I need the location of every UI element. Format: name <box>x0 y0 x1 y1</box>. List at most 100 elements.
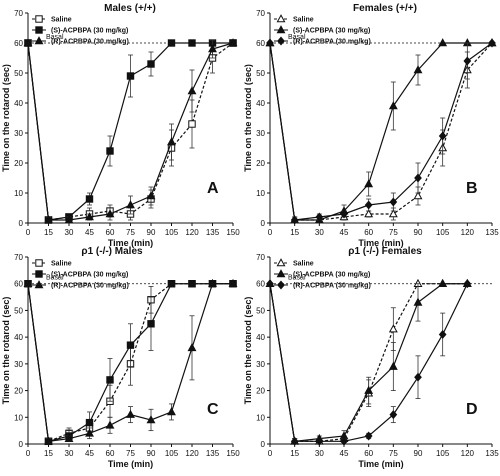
x-tick-label: 30 <box>315 228 324 237</box>
data-point <box>187 342 197 352</box>
x-tick-label: 120 <box>185 228 199 237</box>
data-point <box>23 278 33 288</box>
data-point <box>147 320 155 328</box>
data-point <box>290 436 299 446</box>
legend-marker <box>277 280 285 290</box>
legend-label: (S)-ACPBPA (30 mg/kg) <box>293 272 370 279</box>
data-point <box>438 131 447 141</box>
series-3 <box>266 38 496 225</box>
data-point <box>364 385 374 394</box>
legend-label: Saline <box>293 261 314 268</box>
x-tick-label: 60 <box>106 449 115 458</box>
chart-panel-b: Females (+/+) 0 10 20 30 40 50 60 70 0 15 30 45 60 75 9… <box>243 3 499 248</box>
x-tick-label: 45 <box>340 228 349 237</box>
data-point <box>290 215 299 225</box>
legend-label: (S)-ACPBPA (30 mg/kg) <box>293 28 370 35</box>
y-tick-label: 20 <box>14 159 23 168</box>
series-2 <box>265 278 472 445</box>
y-tick-label: 40 <box>256 99 265 108</box>
legend-marker <box>35 26 43 34</box>
y-tick-label: 60 <box>256 39 265 48</box>
series-line <box>269 283 468 442</box>
x-axis-label: Time (min) <box>358 459 403 469</box>
data-point <box>188 39 196 47</box>
x-tick-label: 75 <box>389 449 398 458</box>
y-tick-label: 70 <box>256 9 265 18</box>
legend-label: (R)-ACPBPA (30 mg/kg) <box>293 283 371 290</box>
y-axis-label: Time on the rotarod (sec) <box>243 297 253 405</box>
legend: Saline (S)-ACPBPA (30 mg/kg) (R)-ACPBPA (3… <box>274 258 371 290</box>
data-point <box>64 433 74 442</box>
data-point <box>146 191 156 200</box>
y-tick-label: 20 <box>256 387 265 396</box>
legend-label: (R)-ACPBPA (30 mg/kg) <box>51 39 129 46</box>
data-point <box>147 60 155 68</box>
x-tick-label: 75 <box>126 228 135 237</box>
x-tick-label: 45 <box>340 449 349 458</box>
data-point <box>266 38 274 48</box>
series-3 <box>266 279 472 446</box>
legend-label: Saline <box>51 17 72 24</box>
x-tick-label: 150 <box>226 449 240 458</box>
x-tick-label: 105 <box>436 228 450 237</box>
x-tick-label: 75 <box>126 449 135 458</box>
data-point <box>388 361 398 370</box>
x-tick-label: 90 <box>147 449 156 458</box>
legend-label: (R)-ACPBPA (30 mg/kg) <box>51 283 129 290</box>
x-tick-label: 135 <box>206 228 220 237</box>
x-tick-label: 120 <box>185 449 199 458</box>
series-3 <box>23 38 238 224</box>
data-point <box>85 428 94 437</box>
legend-label: Saline <box>51 261 72 268</box>
legend-label: (S)-ACPBPA (30 mg/kg) <box>51 272 128 279</box>
legend-marker <box>276 269 286 278</box>
chart-title: ρ1 (-/-) Females <box>348 246 422 257</box>
data-point <box>438 278 448 288</box>
y-tick-label: 20 <box>256 159 265 168</box>
data-point <box>340 436 348 446</box>
x-tick-label: 120 <box>461 228 475 237</box>
x-tick-label: 0 <box>268 228 273 237</box>
data-point <box>388 101 398 110</box>
y-axis-label: Time on the rotarod (sec) <box>1 297 11 405</box>
x-tick-label: 15 <box>290 228 299 237</box>
y-tick-label: 0 <box>19 219 24 228</box>
data-point <box>105 420 115 429</box>
data-point <box>413 65 423 74</box>
chart-title: Females (+/+) <box>353 3 417 14</box>
data-point <box>463 279 472 289</box>
data-point <box>228 278 238 288</box>
series-1 <box>265 278 472 445</box>
panel-letter: C <box>207 401 219 418</box>
y-tick-label: 10 <box>256 413 265 422</box>
data-point <box>105 209 115 218</box>
basal-label: Basal <box>288 275 306 282</box>
series-line <box>269 42 492 221</box>
data-point <box>413 297 423 306</box>
legend-marker <box>34 280 44 289</box>
data-point <box>126 200 135 209</box>
legend: Saline (S)-ACPBPA (30 mg/kg) (R)-ACPBPA (3… <box>32 15 129 46</box>
x-tick-label: 120 <box>461 449 475 458</box>
basal-label: Basal <box>46 275 64 282</box>
legend-marker <box>276 25 286 34</box>
data-point <box>364 179 374 188</box>
x-tick-label: 0 <box>26 228 31 237</box>
chart-panel-a: Males (+/+) 0 10 20 30 40 50 60 70 0 15 30 45 60 75 90 1… <box>1 3 240 248</box>
data-point <box>188 120 196 128</box>
y-tick-label: 30 <box>256 360 265 369</box>
x-tick-label: 60 <box>364 228 373 237</box>
x-tick-label: 105 <box>165 449 179 458</box>
x-axis-label: Time (min) <box>108 459 153 469</box>
panel-letter: B <box>466 180 478 197</box>
panel-letter: A <box>207 180 219 197</box>
x-tick-label: 30 <box>315 449 324 458</box>
x-tick-label: 90 <box>414 449 423 458</box>
data-point <box>44 215 53 224</box>
data-point <box>340 209 348 219</box>
panel-letter: D <box>466 401 478 418</box>
legend: Saline (S)-ACPBPA (30 mg/kg) (R)-ACPBPA (3… <box>32 259 129 290</box>
data-point <box>85 195 94 203</box>
x-tick-label: 105 <box>165 228 179 237</box>
